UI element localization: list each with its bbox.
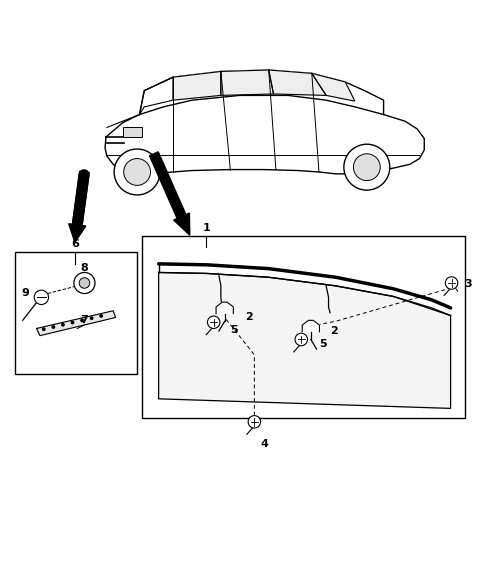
Circle shape [74, 272, 95, 294]
Circle shape [99, 314, 103, 318]
Circle shape [207, 316, 220, 328]
Polygon shape [269, 70, 326, 96]
Polygon shape [216, 302, 233, 314]
Polygon shape [173, 71, 221, 100]
Bar [123, 127, 142, 137]
Circle shape [42, 327, 46, 331]
Circle shape [61, 323, 65, 327]
Circle shape [353, 154, 380, 181]
Polygon shape [302, 320, 320, 332]
Circle shape [90, 316, 94, 320]
Circle shape [295, 333, 308, 346]
Polygon shape [221, 70, 274, 96]
Text: 8: 8 [81, 263, 88, 273]
Circle shape [51, 325, 55, 329]
Text: 5: 5 [230, 325, 238, 335]
Circle shape [114, 149, 160, 195]
Bar [15, 252, 137, 374]
Circle shape [344, 144, 390, 190]
Text: 5: 5 [319, 339, 326, 349]
Text: 2: 2 [330, 326, 338, 336]
Polygon shape [105, 96, 424, 174]
FancyArrow shape [149, 152, 190, 235]
Circle shape [34, 290, 48, 305]
Circle shape [79, 278, 90, 288]
Circle shape [124, 158, 151, 185]
Circle shape [445, 277, 458, 289]
Text: 9: 9 [22, 288, 29, 298]
Polygon shape [158, 272, 451, 409]
Text: 6: 6 [71, 238, 79, 248]
Circle shape [248, 415, 261, 428]
Text: 7: 7 [81, 315, 88, 325]
Text: 1: 1 [203, 223, 210, 233]
Polygon shape [36, 311, 116, 336]
Text: 2: 2 [245, 311, 252, 321]
Circle shape [71, 321, 74, 324]
Text: 3: 3 [464, 279, 472, 289]
Bar [142, 236, 465, 418]
Polygon shape [312, 74, 355, 101]
Circle shape [80, 319, 84, 322]
Text: 4: 4 [260, 439, 268, 449]
FancyArrow shape [69, 171, 89, 242]
